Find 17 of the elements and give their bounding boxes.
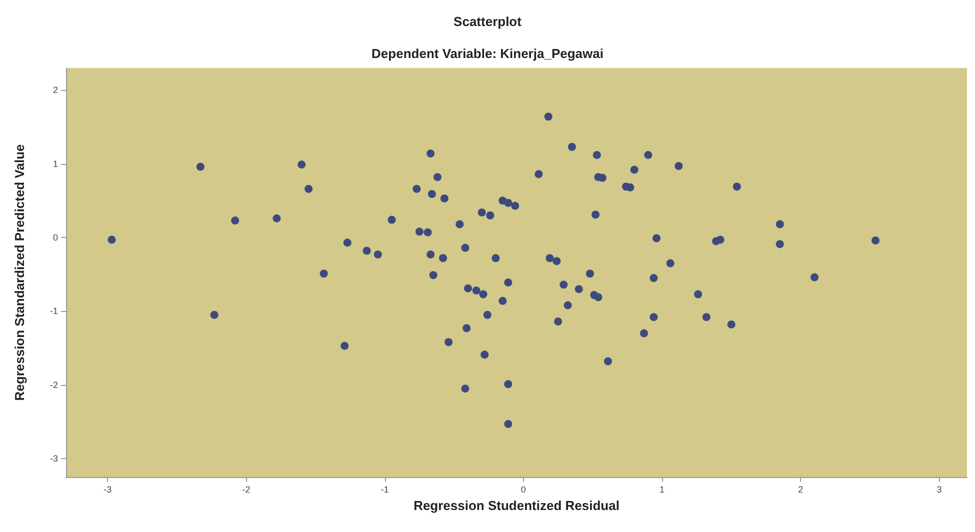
- y-tick-label: -1: [50, 306, 58, 316]
- x-tick-label: 1: [660, 484, 665, 494]
- x-tick-label: -2: [242, 484, 250, 494]
- y-tick-label: 0: [52, 232, 58, 242]
- y-tick-label: -2: [50, 380, 58, 390]
- y-axis-title: Regression Standardized Predicted Value: [12, 144, 27, 401]
- chart-subtitle: Dependent Variable: Kinerja_Pegawai: [372, 46, 604, 61]
- y-tick-label: 2: [52, 85, 58, 96]
- x-tick-label: 2: [798, 484, 804, 494]
- x-tick-label: -1: [380, 484, 389, 494]
- chart-title: Scatterplot: [454, 14, 522, 29]
- x-tick-label: -3: [104, 484, 112, 494]
- y-tick-label: -3: [50, 454, 58, 464]
- x-tick-label: 0: [520, 484, 526, 494]
- x-tick-label: 3: [936, 484, 942, 494]
- y-tick-label: 1: [52, 158, 58, 169]
- x-axis-title: Regression Studentized Residual: [414, 498, 620, 513]
